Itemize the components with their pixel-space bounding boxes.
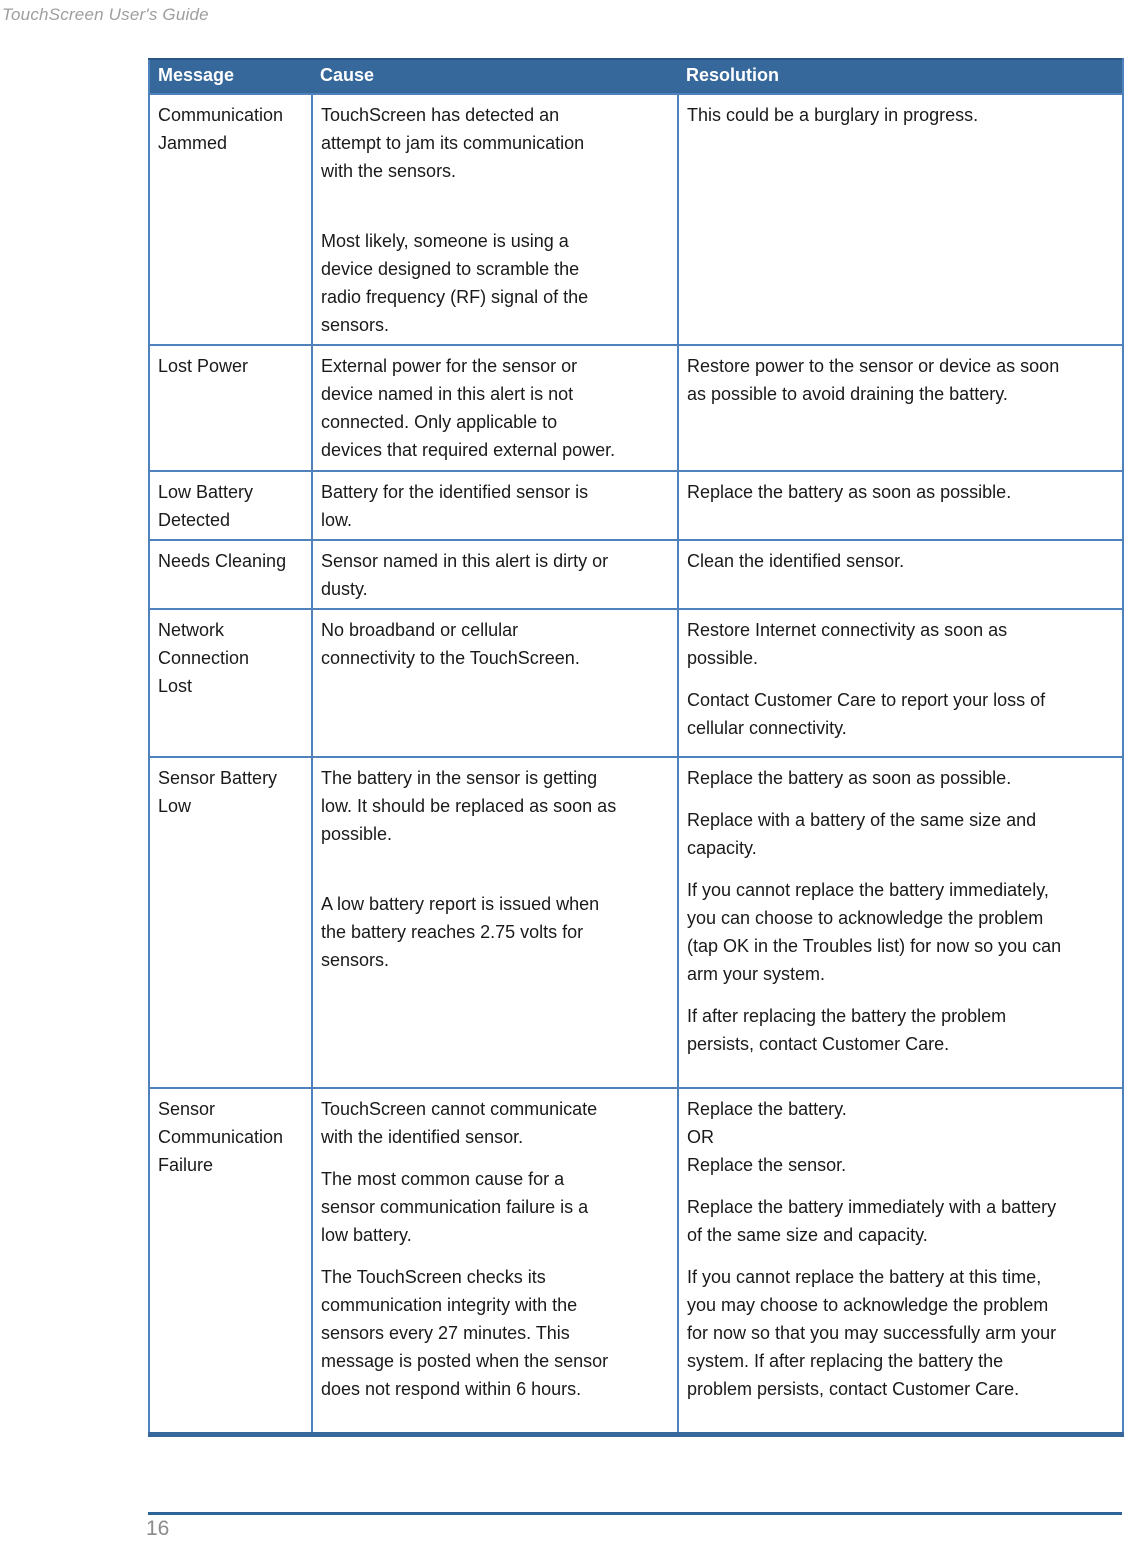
cause-paragraph: The battery in the sensor is getting low… [321, 768, 617, 844]
blank-line [321, 199, 669, 227]
cause-paragraph: The most common cause for a sensor commu… [321, 1169, 589, 1245]
message-paragraph: Communication Jammed [158, 105, 284, 153]
table-row: Needs Cleaning Sensor named in this alert… [148, 539, 1124, 610]
cause-paragraph: External power for the sensor or device … [321, 356, 616, 460]
resolution-paragraph: Contact Customer Care to report your los… [687, 690, 1046, 738]
blank-line [321, 862, 669, 890]
table-row: Sensor Battery Low The battery in the sen… [148, 756, 1124, 1089]
column-header-resolution: Resolution [678, 59, 1123, 94]
resolution-paragraph: Replace the battery immediately with a b… [687, 1197, 1057, 1245]
resolution-cell: Replace the battery as soon as possible.… [677, 756, 1124, 1089]
cause-paragraph: Most likely, someone is using a device d… [321, 231, 589, 335]
resolution-paragraph: Replace the battery as soon as possible. [687, 768, 1012, 788]
cause-cell: TouchScreen has detected an attempt to j… [311, 93, 679, 346]
message-cell: Network Connection Lost [148, 608, 313, 758]
resolution-paragraph: Restore power to the sensor or device as… [687, 356, 1060, 404]
cause-cell: The battery in the sensor is getting low… [311, 756, 679, 1089]
column-header-cause: Cause [312, 59, 678, 94]
cause-paragraph: TouchScreen has detected an attempt to j… [321, 105, 585, 181]
message-paragraph: Needs Cleaning [158, 551, 287, 571]
message-paragraph: Sensor Battery Low [158, 768, 278, 816]
cause-cell: TouchScreen cannot communicate with the … [311, 1087, 679, 1435]
resolution-paragraph: This could be a burglary in progress. [687, 105, 979, 125]
document-title: TouchScreen User's Guide [2, 5, 209, 24]
resolution-paragraph: If after replacing the battery the probl… [687, 1006, 1007, 1054]
column-header-message: Message [149, 59, 312, 94]
resolution-paragraph: Replace the battery. OR Replace the sens… [687, 1099, 847, 1175]
resolution-paragraph: Restore Internet connectivity as soon as… [687, 620, 1008, 668]
message-cell: Lost Power [148, 344, 313, 472]
message-paragraph: Lost Power [158, 356, 249, 376]
resolution-paragraph: If you cannot replace the battery at thi… [687, 1267, 1057, 1399]
table-body: Communication Jammed TouchScreen has dete… [148, 93, 1124, 1435]
table-row: Lost Power External power for the sensor … [148, 344, 1124, 472]
table-row: Network Connection Lost No broadband or c… [148, 608, 1124, 758]
resolution-cell: Restore Internet connectivity as soon as… [677, 608, 1124, 758]
message-cell: Needs Cleaning [148, 539, 313, 610]
footer-divider-line [148, 1512, 1122, 1515]
cause-cell: No broadband or cellular connectivity to… [311, 608, 679, 758]
message-paragraph: Low Battery Detected [158, 482, 254, 530]
table-row: Low Battery Detected Battery for the iden… [148, 470, 1124, 541]
cause-paragraph: A low battery report is issued when the … [321, 894, 600, 970]
cause-paragraph: No broadband or cellular connectivity to… [321, 620, 580, 668]
cause-paragraph: TouchScreen cannot communicate with the … [321, 1099, 598, 1147]
cause-cell: Battery for the identified sensor is low… [311, 470, 679, 541]
resolution-cell: Replace the battery. OR Replace the sens… [677, 1087, 1124, 1435]
message-cell: Communication Jammed [148, 93, 313, 346]
message-cell: Sensor Battery Low [148, 756, 313, 1089]
message-paragraph: Sensor Communication Failure [158, 1099, 284, 1175]
resolution-paragraph: Replace the battery as soon as possible. [687, 482, 1012, 502]
resolution-cell: Restore power to the sensor or device as… [677, 344, 1124, 472]
message-cell: Low Battery Detected [148, 470, 313, 541]
table-header-row: Message Cause Resolution [149, 59, 1123, 94]
table-row: Communication Jammed TouchScreen has dete… [148, 93, 1124, 346]
troubleshooting-table: Message Cause Resolution Communication Jam… [148, 58, 1124, 1437]
page-number: 16 [146, 1517, 170, 1540]
cause-cell: Sensor named in this alert is dirty or d… [311, 539, 679, 610]
cause-paragraph: Battery for the identified sensor is low… [321, 482, 589, 530]
cause-cell: External power for the sensor or device … [311, 344, 679, 472]
resolution-paragraph: If you cannot replace the battery immedi… [687, 880, 1062, 984]
resolution-cell: This could be a burglary in progress. [677, 93, 1124, 346]
resolution-paragraph: Replace with a battery of the same size … [687, 810, 1037, 858]
resolution-cell: Replace the battery as soon as possible. [677, 470, 1124, 541]
message-cell: Sensor Communication Failure [148, 1087, 313, 1435]
cause-paragraph: Sensor named in this alert is dirty or d… [321, 551, 609, 599]
table-row: Sensor Communication Failure TouchScreen … [148, 1087, 1124, 1435]
message-paragraph: Network Connection Lost [158, 620, 250, 696]
resolution-paragraph: Clean the identified sensor. [687, 551, 905, 571]
cause-paragraph: The TouchScreen checks its communication… [321, 1267, 609, 1399]
resolution-cell: Clean the identified sensor. [677, 539, 1124, 610]
